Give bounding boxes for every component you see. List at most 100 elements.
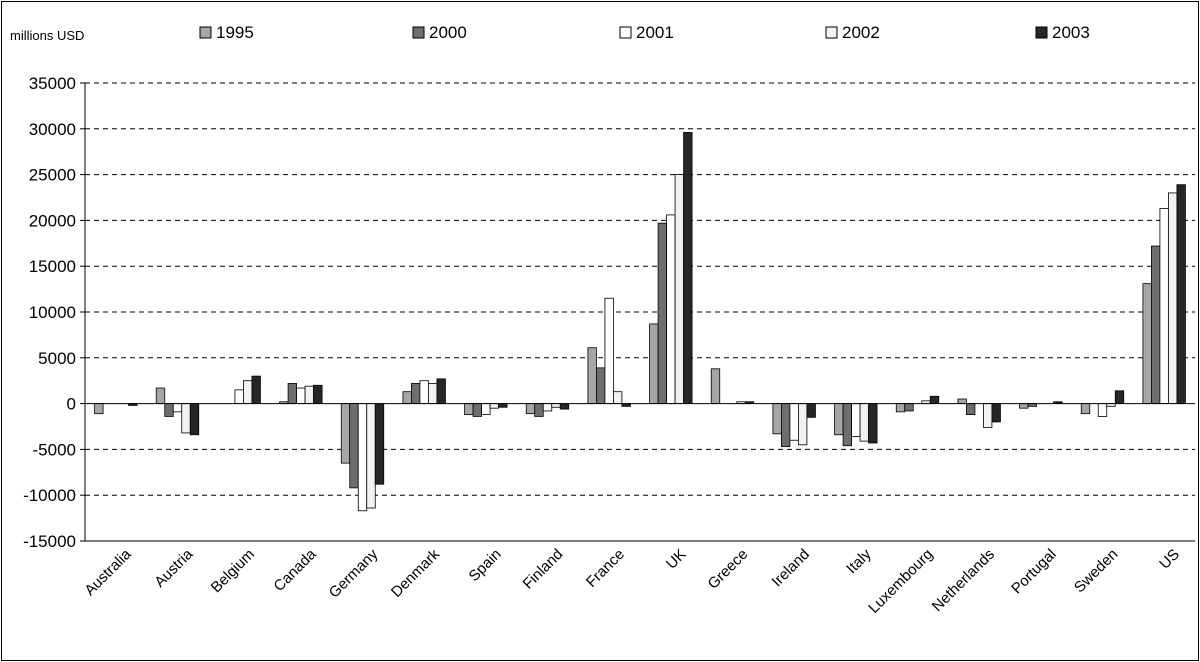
legend-swatch-2000 [412,26,425,39]
bar-italy-2002 [859,403,869,442]
bar-canada-2001 [296,387,306,405]
bar-canada-2000 [287,383,297,404]
legend-swatch-2003 [1035,26,1048,39]
bar-us-2002 [1168,192,1178,404]
bar-australia-1995 [94,403,104,415]
bar-finland-2001 [542,403,553,412]
bar-spain-2001 [481,403,491,415]
bar-italy-1995 [834,403,844,436]
unit-label: millions USD [10,28,84,43]
bar-germany-2001 [357,403,368,512]
bar-france-2002 [613,391,623,404]
bar-denmark-2001 [419,380,429,405]
x-tick-label: Finland [520,546,567,593]
y-tick-label: 20000 [29,211,76,230]
legend: 1995 2000 2001 2002 2003 [199,23,1090,42]
x-tick-label: Portugal [1008,546,1060,598]
x-tick-label: UK [663,546,690,573]
bar-uk-1995 [649,323,659,404]
bar-austria-1995 [155,387,166,405]
legend-swatch-2001 [619,26,632,39]
bar-germany-2003 [374,403,385,485]
bar-spain-2002 [489,403,499,409]
y-tick-label: 15000 [29,257,76,276]
bar-france-2001 [604,297,614,405]
bar-netherlands-2002 [983,403,993,428]
bar-finland-2000 [534,403,544,417]
bar-uk-2003 [683,132,693,404]
bar-denmark-2000 [411,383,421,404]
bar-sweden-2003 [1114,390,1125,405]
bar-spain-2000 [472,403,482,417]
y-tick-label: -10000 [23,486,76,505]
bar-luxembourg-2003 [929,395,940,405]
bar-ireland-2001 [789,403,799,441]
bar-germany-1995 [340,403,351,464]
bar-austria-2001 [172,403,183,413]
bar-austria-2000 [164,403,174,417]
bar-ireland-2003 [806,403,816,418]
bar-belgium-2001 [234,389,244,404]
bar-canada-2002 [304,385,314,405]
x-tick-label: Greece [705,546,752,593]
x-tick-label: Australia [81,545,135,599]
bar-france-2000 [596,367,606,405]
x-tick-label: France [583,546,628,591]
bar-sweden-1995 [1080,403,1091,415]
bar-us-1995 [1142,283,1152,405]
y-tick-label: 10000 [29,303,76,322]
y-tick-label: 25000 [29,166,76,185]
y-tick-label: 5000 [38,349,76,368]
bar-italy-2001 [851,403,861,437]
bar-germany-2002 [366,403,376,509]
bar-netherlands-2000 [966,403,976,415]
bar-ireland-2002 [798,403,808,446]
bar-netherlands-2003 [991,403,1001,423]
bar-finland-2002 [551,403,561,408]
x-tick-label: Canada [270,545,320,595]
x-tick-label: Belgium [208,546,258,596]
bar-italy-2003 [868,403,878,444]
x-tick-label: Netherlands [929,546,998,615]
bar-us-2000 [1151,245,1161,405]
bars [94,132,1186,512]
bar-ireland-2000 [781,403,791,448]
bar-belgium-2002 [243,380,253,405]
bar-sweden-2001 [1097,403,1108,417]
bar-us-2003 [1176,184,1186,404]
bar-denmark-2003 [436,378,446,405]
bar-austria-2002 [181,403,191,434]
legend-label-2003: 2003 [1052,23,1090,42]
bar-luxembourg-1995 [895,403,906,413]
x-tick-label: Ireland [769,546,813,590]
legend-label-1995: 1995 [216,23,254,42]
y-tick-label: 35000 [29,74,76,93]
bar-austria-2003 [189,403,200,436]
bar-luxembourg-2000 [904,403,914,412]
bar-canada-2003 [313,384,323,404]
legend-label-2001: 2001 [636,23,674,42]
bar-uk-2000 [657,222,667,404]
x-tick-label: Denmark [388,545,443,600]
bar-france-1995 [587,347,597,404]
bar-spain-1995 [464,403,474,415]
bar-uk-2001 [666,214,676,405]
y-tick-label: -15000 [23,532,76,551]
bar-belgium-2003 [251,375,261,404]
bar-greece-1995 [710,368,721,404]
bar-finland-1995 [525,403,536,415]
bar-us-2001 [1159,208,1169,405]
y-tick-label: -5000 [33,440,76,459]
bar-spain-2003 [498,403,508,408]
bar-finland-2003 [559,403,570,410]
axes [84,82,1195,542]
bar-germany-2000 [349,403,359,489]
bar-denmark-2002 [428,383,438,404]
legend-swatch-1995 [199,26,212,39]
x-tick-label: Italy [843,545,875,577]
x-axis-labels: Australia Austria Belgium Canada Germany Denm… [81,545,1183,616]
bar-uk-2002 [674,174,684,405]
x-tick-label: Spain [466,546,505,585]
x-tick-label: US [1156,546,1183,573]
